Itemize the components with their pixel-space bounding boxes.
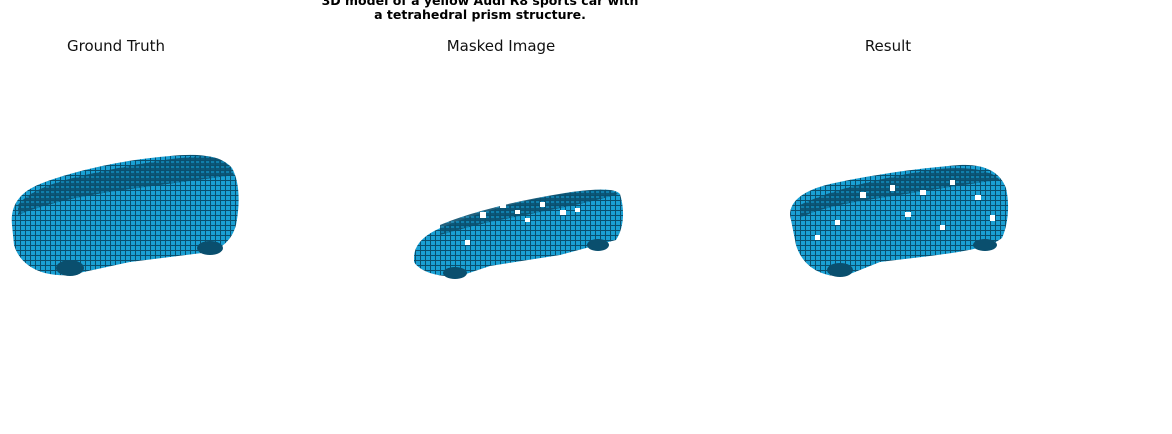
ground-truth-wheel-rear xyxy=(197,241,223,255)
result-wheel-front xyxy=(827,263,853,277)
result-car xyxy=(790,165,1008,277)
result-wheel-rear xyxy=(973,239,997,251)
ground-truth-wheel-front xyxy=(56,260,84,276)
masked-image-car xyxy=(414,190,623,279)
masked-image-wheel-front xyxy=(443,267,467,279)
masked-image-wheel-rear xyxy=(587,239,609,251)
ground-truth-car xyxy=(12,155,239,276)
